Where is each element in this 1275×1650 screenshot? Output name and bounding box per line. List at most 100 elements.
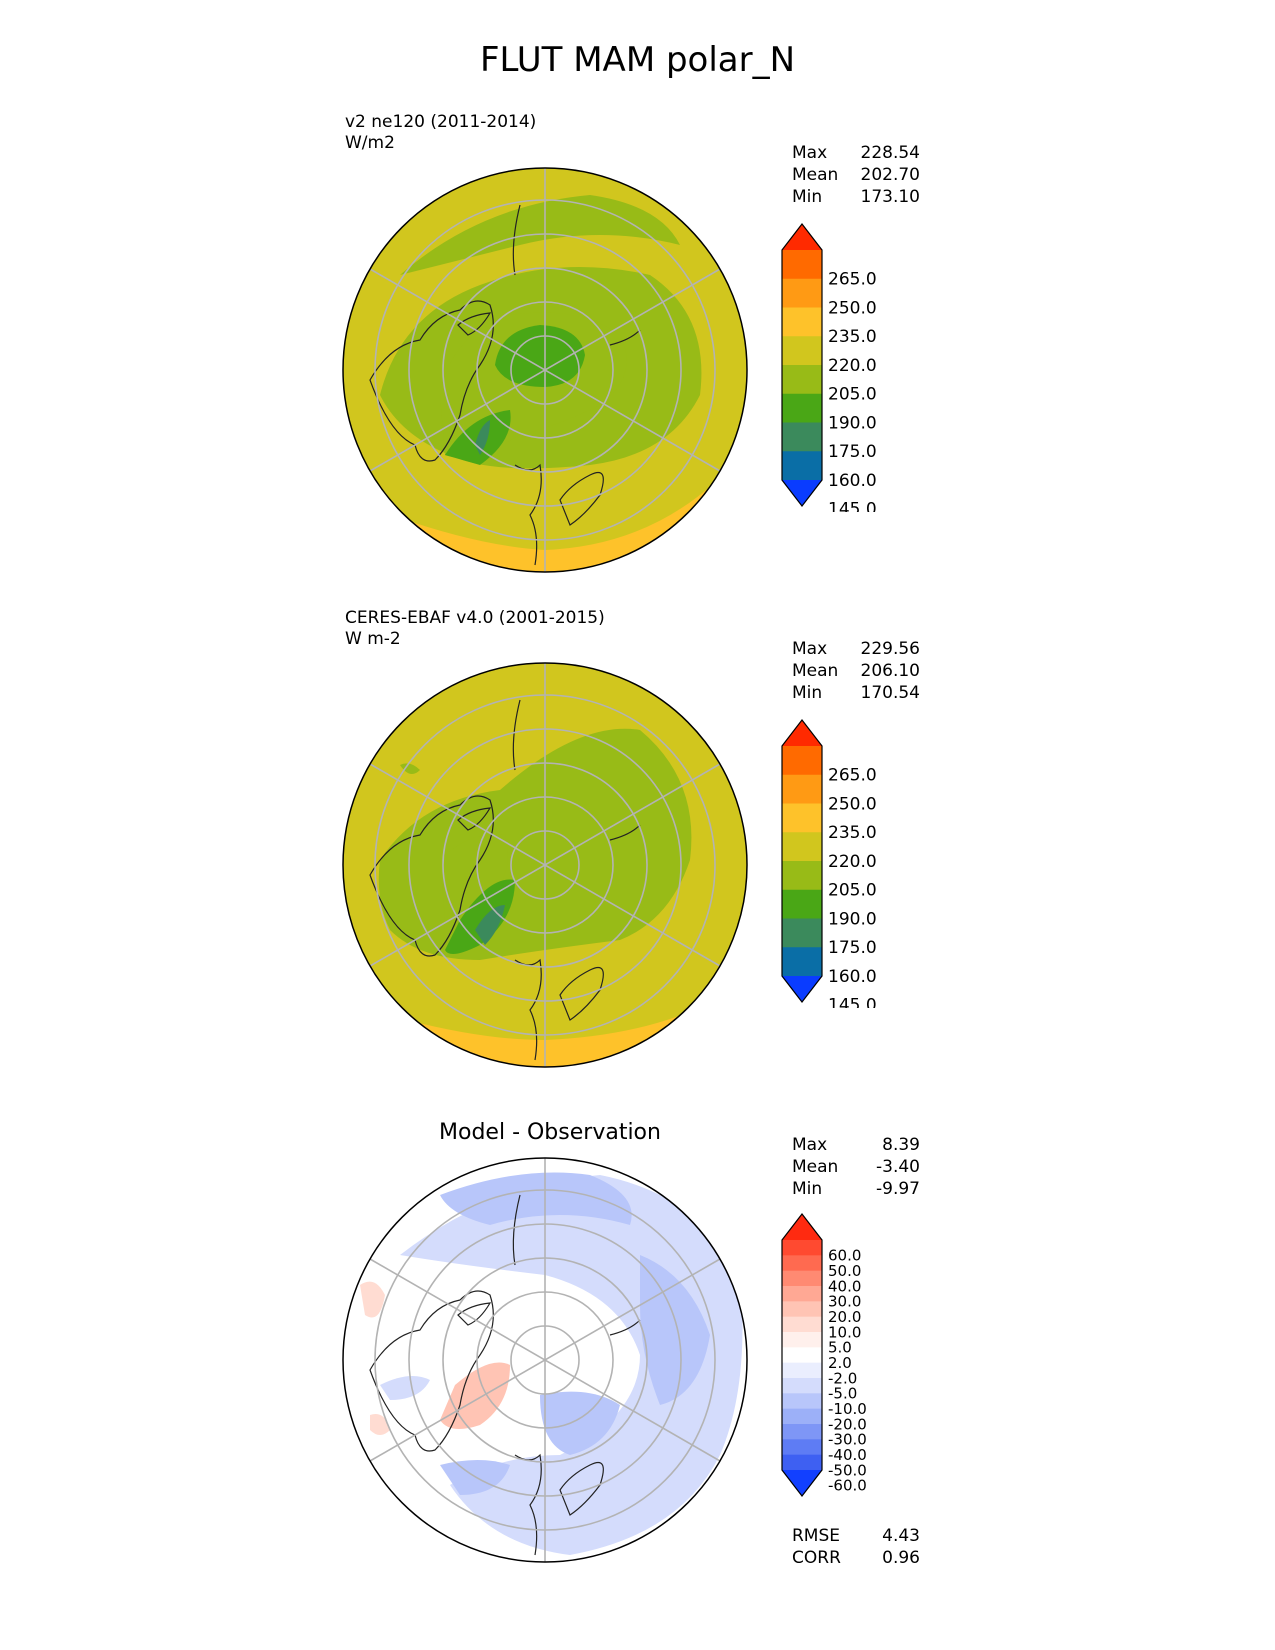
colorbar-tick-label: -5.0 (828, 1385, 857, 1403)
colorbar-tick-label: 2.0 (828, 1354, 852, 1372)
colorbar-tick-label: -50.0 (828, 1461, 867, 1479)
colorbar-tick-label: 205.0 (828, 385, 877, 405)
colorbar-swatch (782, 1378, 822, 1394)
figure-title: FLUT MAM polar_N (479, 40, 796, 80)
stat-corr: CORR 0.96 (792, 1548, 920, 1568)
colorbar-swatch (782, 832, 822, 862)
colorbar-tick-label: 205.0 (828, 881, 877, 901)
colorbar-tick-label: 265.0 (828, 766, 877, 786)
colorbar-swatch (782, 918, 822, 948)
colorbar-swatch (782, 1255, 822, 1272)
colorbar-swatch (782, 393, 822, 423)
obs-units: W m-2 (345, 629, 401, 649)
colorbar-swatch (782, 1214, 822, 1240)
diff-stats: Max 8.39 Mean -3.40 Min -9.97 (792, 1134, 920, 1200)
colorbar-tick-label: -10.0 (828, 1400, 867, 1418)
stat-mean: Mean 202.70 (792, 165, 920, 185)
colorbar-swatch (782, 774, 822, 804)
diff-extra-stats: RMSE 4.43 CORR 0.96 (792, 1525, 920, 1569)
obs-polar-map (342, 662, 748, 1068)
colorbar-swatch (782, 224, 822, 250)
colorbar-swatch (782, 1470, 822, 1496)
colorbar-tick-label: 220.0 (828, 356, 877, 376)
colorbar-swatch (782, 1316, 822, 1333)
colorbar-swatch (782, 803, 822, 833)
colorbar-tick-label: 250.0 (828, 794, 877, 814)
obs-label: CERES-EBAF v4.0 (2001-2015) W m-2 (345, 608, 605, 650)
colorbar-tick-label: 5.0 (828, 1339, 852, 1357)
model-label: v2 ne120 (2011-2014) W/m2 (345, 112, 536, 154)
stat-min: Min -9.97 (792, 1179, 920, 1199)
colorbar-tick-label: 190.0 (828, 413, 877, 433)
colorbar-swatch (782, 1439, 822, 1456)
colorbar-swatch (782, 976, 822, 1002)
colorbar-swatch (782, 250, 822, 280)
colorbar-swatch (782, 278, 822, 308)
colorbar-tick-label: 220.0 (828, 852, 877, 872)
colorbar-swatch (782, 365, 822, 395)
diff-colorbar: 60.050.040.030.020.010.05.02.0-2.0-5.0-1… (781, 1213, 867, 1497)
colorbar-swatch (782, 1393, 822, 1410)
colorbar-tick-label: 250.0 (828, 298, 877, 318)
colorbar-tick-label: 160.0 (828, 967, 877, 987)
colorbar-swatch (782, 1286, 822, 1302)
colorbar-tick-label: -20.0 (828, 1415, 867, 1433)
stat-max: Max 8.39 (792, 1135, 920, 1155)
colorbar-swatch (782, 1270, 822, 1287)
diff-title: Model - Observation (439, 1120, 661, 1145)
colorbar-tick-label: 175.0 (828, 938, 877, 958)
colorbar-swatch (782, 861, 822, 891)
colorbar-swatch (782, 1408, 822, 1425)
colorbar-tick-label: 30.0 (828, 1293, 861, 1311)
colorbar-tick-label: 175.0 (828, 442, 877, 462)
colorbar-outline (781, 1213, 823, 1497)
colorbar-tick-label: 235.0 (828, 823, 877, 843)
colorbar-outline (781, 719, 823, 1003)
model-units: W/m2 (345, 133, 395, 153)
colorbar-swatch (782, 1332, 822, 1348)
diff-polar-map (342, 1157, 748, 1563)
colorbar-tick-label: 20.0 (828, 1308, 861, 1326)
colorbar-tick-label: -60.0 (828, 1477, 867, 1495)
colorbar-swatch (782, 1362, 822, 1379)
colorbar-tick-label: -2.0 (828, 1369, 857, 1387)
colorbar-tick-label: 60.0 (828, 1247, 861, 1265)
colorbar-tick-label: 235.0 (828, 327, 877, 347)
stat-min: Min 173.10 (792, 187, 920, 207)
colorbar-swatch (782, 480, 822, 506)
colorbar-tick-label: 145.0 (828, 996, 877, 1008)
colorbar-swatch (782, 889, 822, 919)
obs-name: CERES-EBAF v4.0 (2001-2015) (345, 608, 605, 628)
colorbar-swatch (782, 1424, 822, 1440)
colorbar-tick-label: -30.0 (828, 1431, 867, 1449)
colorbar-swatch (782, 746, 822, 776)
model-stats: Max 228.54 Mean 202.70 Min 173.10 (792, 142, 920, 208)
colorbar-tick-label: 40.0 (828, 1277, 861, 1295)
stat-max: Max 228.54 (792, 143, 920, 163)
stat-mean: Mean -3.40 (792, 1157, 920, 1177)
colorbar-tick-label: 145.0 (828, 500, 877, 512)
colorbar-tick-label: 190.0 (828, 909, 877, 929)
model-polar-map (342, 167, 748, 573)
stat-max: Max 229.56 (792, 639, 920, 659)
colorbar-swatch (782, 1301, 822, 1318)
colorbar-swatch (782, 720, 822, 746)
colorbar-swatch (782, 1240, 822, 1256)
colorbar-swatch (782, 307, 822, 337)
obs-stats: Max 229.56 Mean 206.10 Min 170.54 (792, 638, 920, 704)
colorbar-tick-label: 10.0 (828, 1323, 861, 1341)
stat-min: Min 170.54 (792, 683, 920, 703)
model-name: v2 ne120 (2011-2014) (345, 112, 537, 132)
colorbar-swatch (782, 1347, 822, 1364)
model-colorbar: 265.0 250.0 235.0 220.0 205.0 190.0 175.0 160.0… (781, 223, 877, 512)
stat-rmse: RMSE 4.43 (792, 1526, 920, 1546)
obs-colorbar: 265.0 250.0 235.0 220.0 205.0 190.0 175.0 160.0… (781, 719, 877, 1008)
colorbar-swatch (782, 451, 822, 481)
colorbar-outline (781, 223, 823, 507)
colorbar-swatch (782, 947, 822, 977)
colorbar-tick-label: 160.0 (828, 471, 877, 491)
colorbar-swatch (782, 1454, 822, 1471)
stat-mean: Mean 206.10 (792, 661, 920, 681)
colorbar-tick-label: 50.0 (828, 1262, 861, 1280)
colorbar-swatch (782, 422, 822, 452)
